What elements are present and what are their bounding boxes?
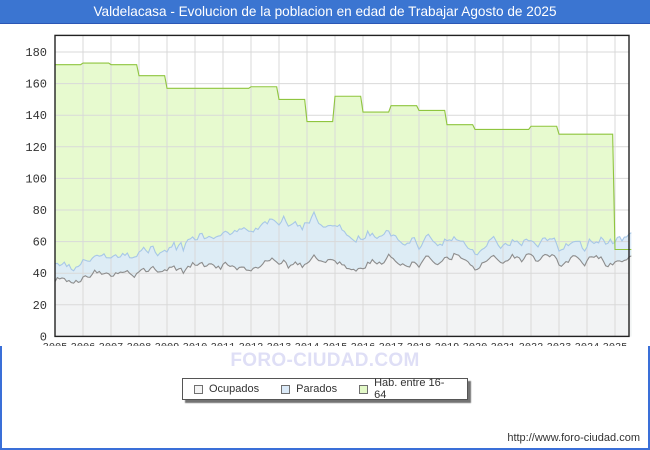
- svg-text:80: 80: [33, 204, 47, 218]
- svg-text:2020: 2020: [463, 341, 488, 346]
- svg-text:2006: 2006: [71, 341, 96, 346]
- svg-text:2019: 2019: [435, 341, 460, 346]
- svg-text:2021: 2021: [491, 341, 516, 346]
- svg-text:2022: 2022: [519, 341, 544, 346]
- svg-text:40: 40: [33, 267, 47, 281]
- svg-text:2016: 2016: [351, 341, 376, 346]
- svg-text:2024: 2024: [575, 341, 600, 346]
- svg-text:100: 100: [25, 172, 47, 186]
- svg-text:2017: 2017: [379, 341, 404, 346]
- svg-text:160: 160: [25, 78, 47, 92]
- svg-text:60: 60: [33, 236, 47, 250]
- svg-text:2015: 2015: [323, 341, 348, 346]
- svg-text:2005: 2005: [43, 341, 68, 346]
- svg-text:2013: 2013: [267, 341, 292, 346]
- svg-text:120: 120: [25, 141, 47, 155]
- svg-text:2012: 2012: [239, 341, 264, 346]
- svg-text:2025: 2025: [603, 341, 628, 346]
- svg-text:2010: 2010: [183, 341, 208, 346]
- svg-text:140: 140: [25, 109, 47, 123]
- svg-text:20: 20: [33, 299, 47, 313]
- svg-text:2009: 2009: [155, 341, 180, 346]
- svg-text:180: 180: [25, 46, 47, 60]
- svg-text:2011: 2011: [211, 341, 236, 346]
- svg-text:2023: 2023: [547, 341, 572, 346]
- svg-text:2007: 2007: [99, 341, 124, 346]
- svg-text:2018: 2018: [407, 341, 432, 346]
- svg-text:2008: 2008: [127, 341, 152, 346]
